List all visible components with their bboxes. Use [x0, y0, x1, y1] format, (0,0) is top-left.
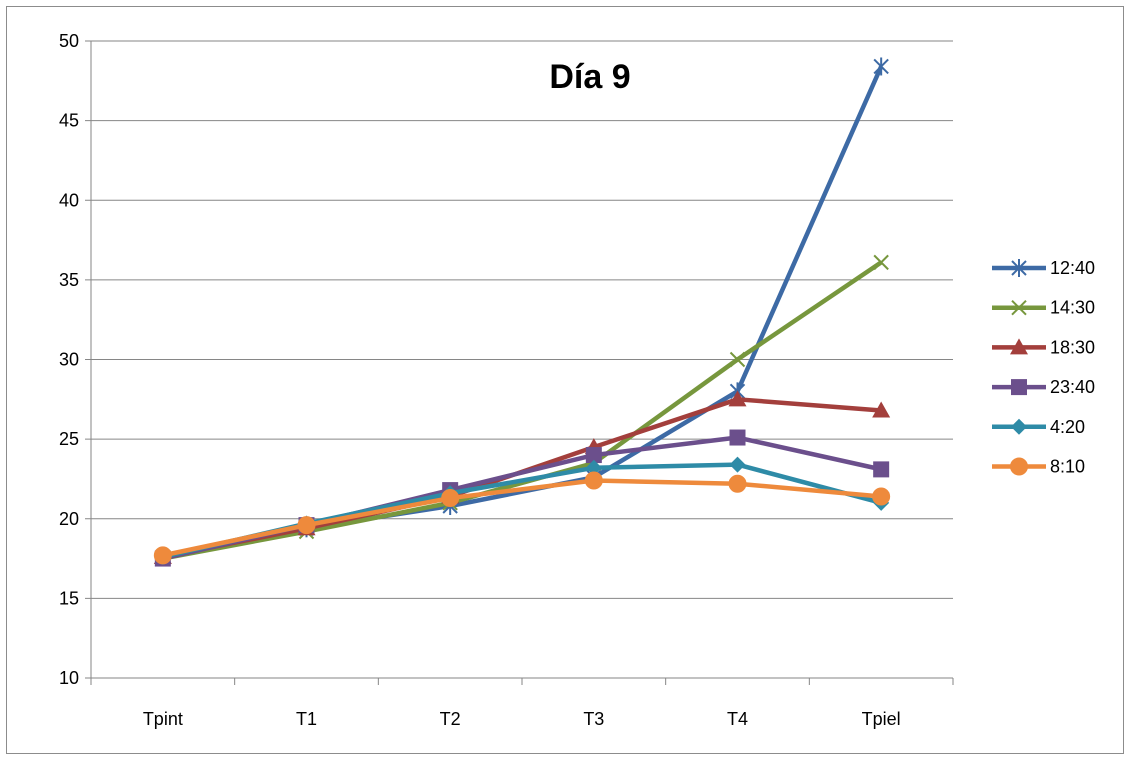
legend-item: 18:30	[992, 337, 1095, 357]
y-tick-label: 30	[59, 350, 79, 370]
data-point	[584, 471, 603, 490]
data-point	[873, 461, 890, 478]
x-tick-label: T4	[727, 709, 748, 729]
data-point	[585, 459, 602, 476]
data-point	[153, 546, 172, 565]
y-tick-label: 40	[59, 190, 79, 210]
legend-label: 8:10	[1050, 457, 1085, 477]
legend-marker	[1010, 457, 1028, 476]
legend-label: 18:30	[1050, 337, 1095, 357]
data-point	[728, 474, 747, 493]
legend-item: 14:30	[992, 298, 1095, 318]
gridlines	[91, 40, 953, 679]
data-point	[297, 516, 316, 535]
y-tick-label: 25	[59, 429, 79, 449]
data-point	[441, 489, 460, 508]
y-tick-label: 20	[59, 509, 79, 529]
legend-marker	[1011, 379, 1027, 396]
chart-title: Día 9	[549, 58, 630, 96]
series-14-30	[155, 254, 889, 567]
legend-marker	[1011, 299, 1027, 316]
x-tick-label: Tpint	[143, 709, 183, 729]
series-lines	[153, 57, 891, 567]
series-line	[162, 478, 882, 558]
data-point	[873, 57, 889, 76]
legend-label: 12:40	[1050, 258, 1095, 278]
data-point	[872, 401, 891, 418]
data-point	[729, 456, 746, 473]
legend-label: 14:30	[1050, 298, 1095, 318]
legend-marker	[1011, 418, 1027, 435]
axes: 10 15 20 25 30 35 40 45 50 Tpint T1 T2 T3 T4 Tpiel	[59, 31, 954, 729]
legend-marker	[1010, 338, 1028, 355]
legend-item: 4:20	[992, 417, 1085, 437]
data-point	[872, 487, 891, 506]
data-point	[728, 390, 747, 407]
y-tick-label: 10	[59, 668, 79, 688]
legend-label: 23:40	[1050, 377, 1095, 397]
series-line	[162, 462, 882, 560]
data-point	[729, 351, 746, 368]
legend-item: 12:40	[992, 258, 1095, 278]
legend-item: 8:10	[992, 457, 1085, 477]
series-8-10	[153, 471, 891, 565]
legend-marker	[1011, 259, 1027, 277]
y-tick-label: 35	[59, 270, 79, 290]
legend-item: 23:40	[992, 377, 1095, 397]
x-tick-label: T2	[440, 709, 461, 729]
chart-frame	[6, 6, 1124, 754]
y-tick-label: 50	[59, 31, 79, 51]
x-tick-label: T1	[296, 709, 317, 729]
series-23-40	[154, 429, 890, 567]
x-tick-label: Tpiel	[862, 709, 901, 729]
data-point	[585, 447, 602, 464]
data-point	[729, 429, 746, 446]
data-point	[873, 254, 889, 271]
y-tick-label: 45	[59, 111, 79, 131]
y-tick-label: 15	[59, 588, 79, 608]
x-tick-label: T3	[583, 709, 604, 729]
legend: 12:40 14:30 18:30 23:40 4:20 8:10	[992, 258, 1095, 477]
series-line	[162, 260, 883, 561]
legend-label: 4:20	[1050, 417, 1085, 437]
